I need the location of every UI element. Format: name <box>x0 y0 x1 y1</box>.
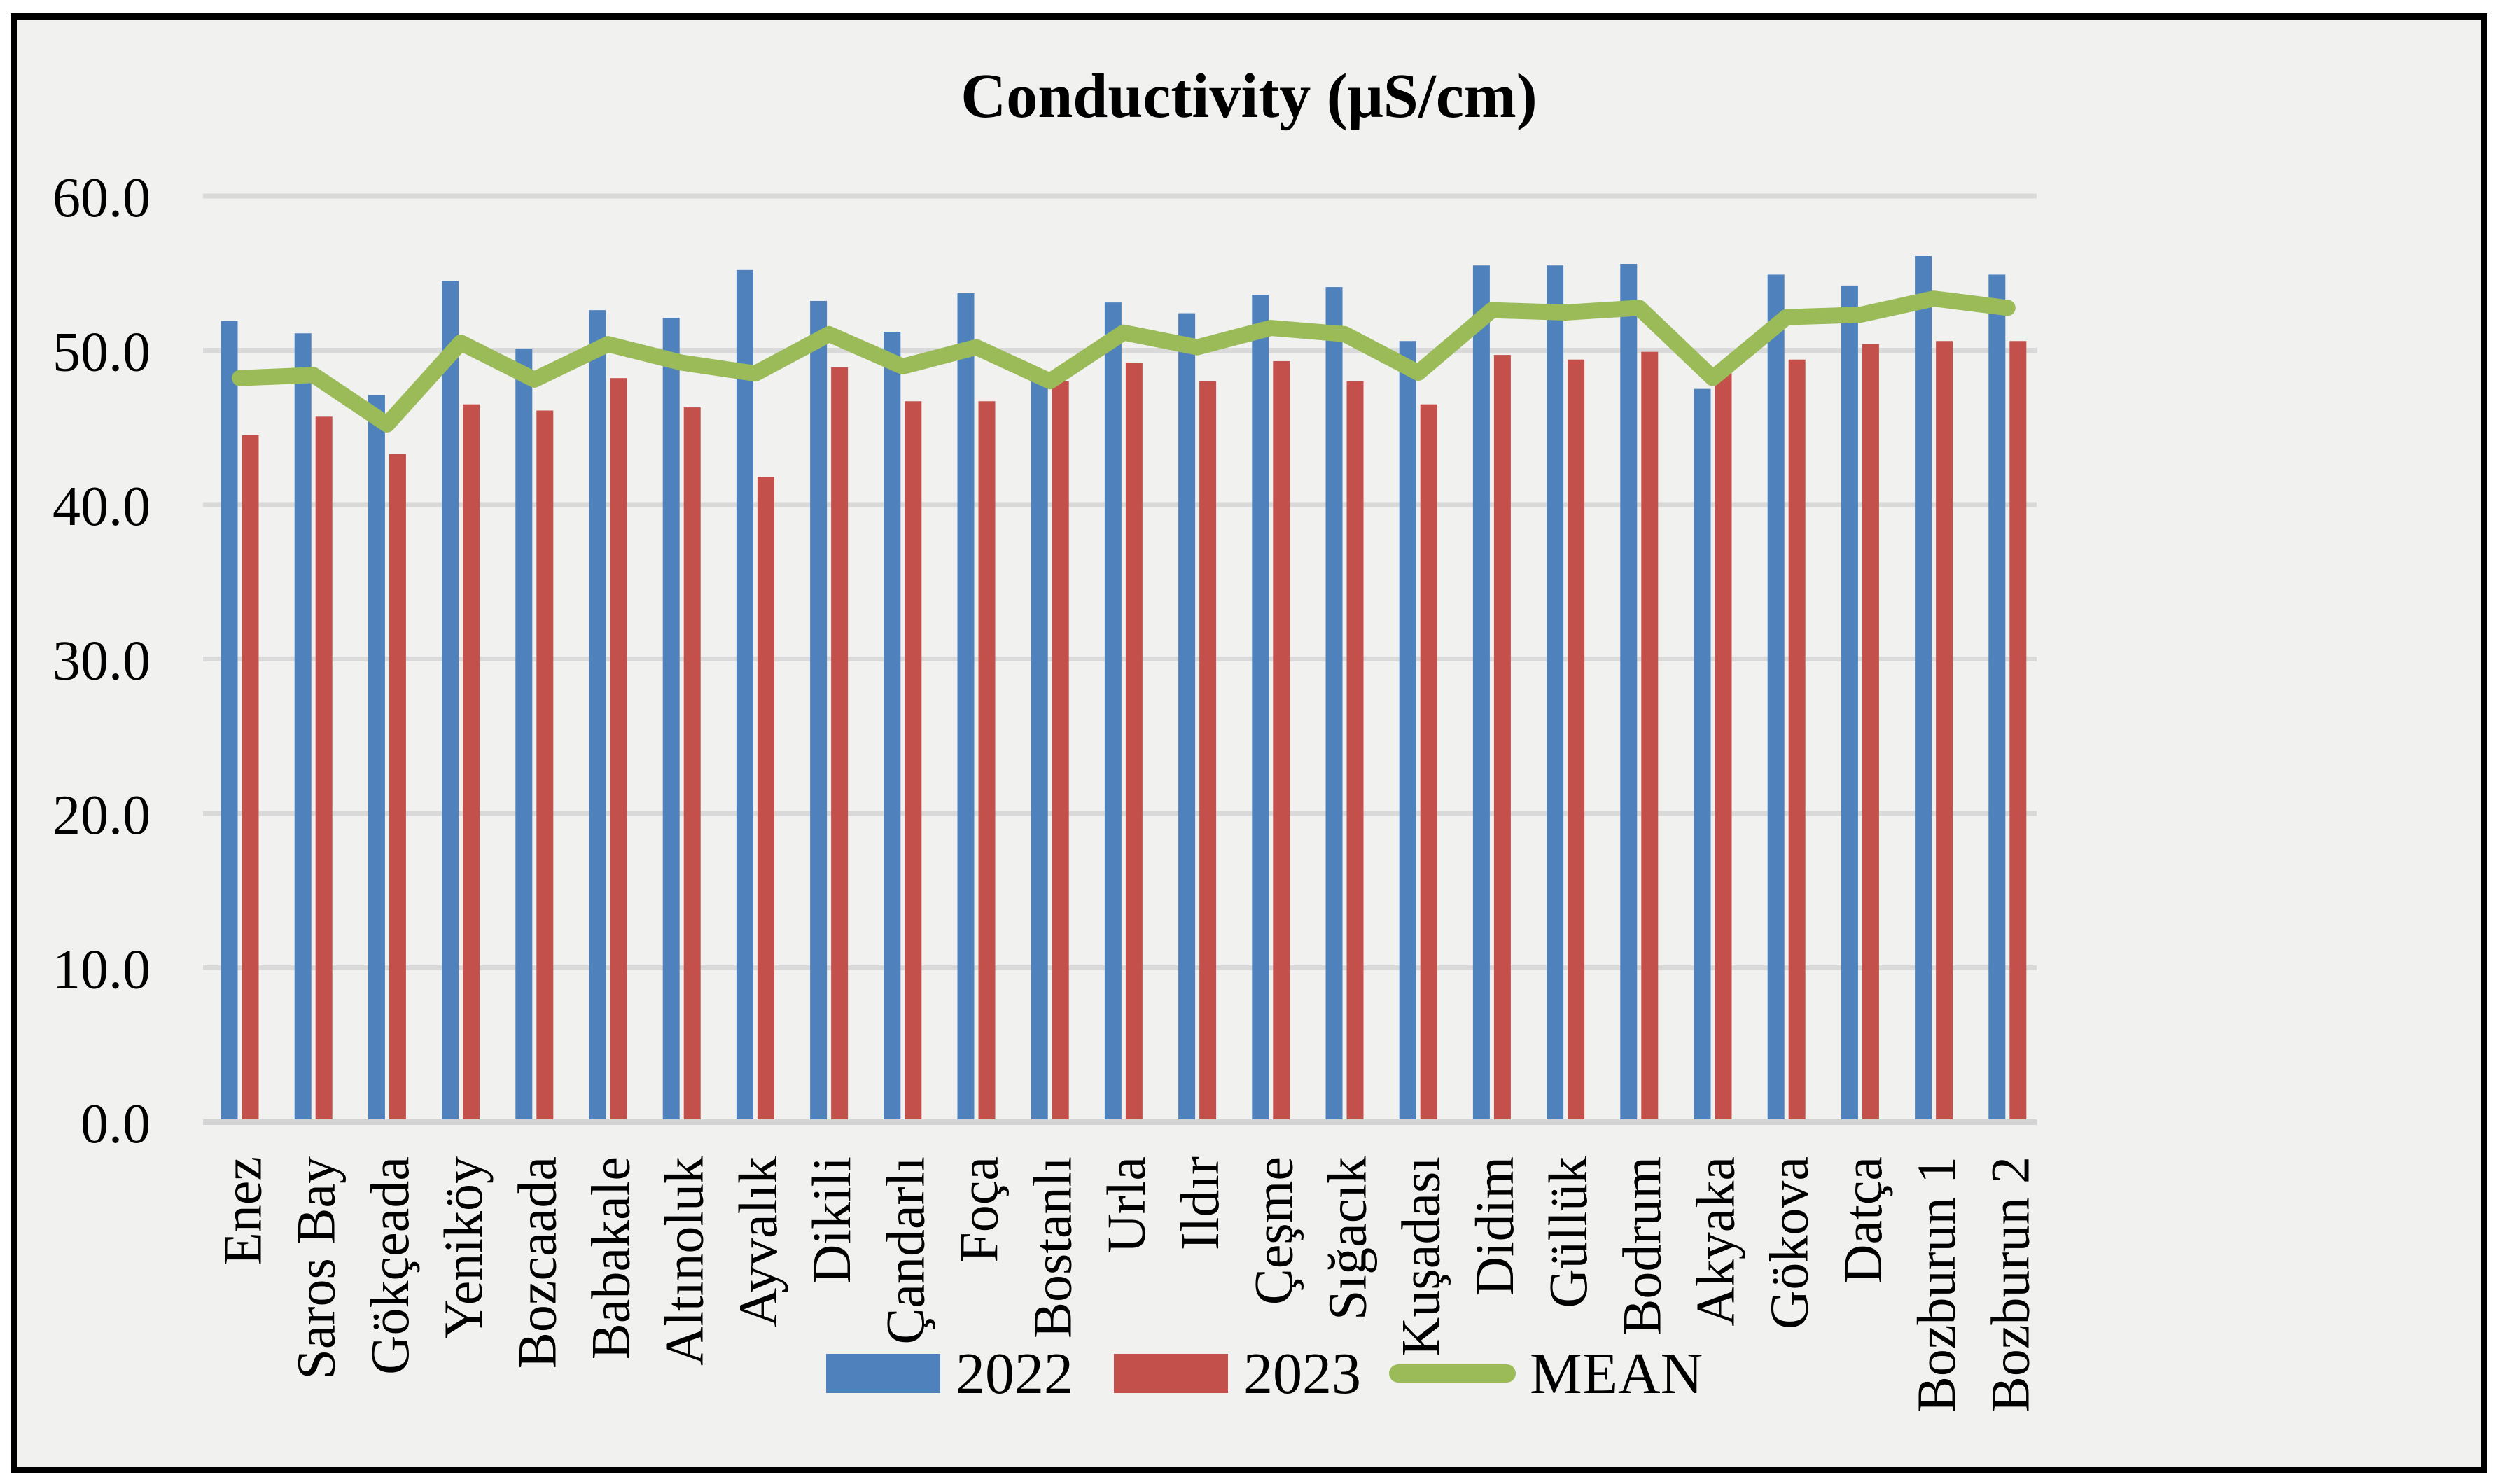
bar-2022 <box>1694 388 1711 1119</box>
x-category-label: Altınoluk <box>654 1156 715 1366</box>
legend-label-2023: 2023 <box>1243 1340 1361 1406</box>
bar-2022 <box>1252 295 1269 1119</box>
x-category-label: Bodrum <box>1611 1156 1672 1336</box>
bar-2023 <box>1715 367 1732 1119</box>
y-tick-label: 30.0 <box>53 631 151 692</box>
bar-2023 <box>1420 404 1437 1119</box>
bar-2022 <box>1399 341 1416 1119</box>
bar-2023 <box>610 378 627 1120</box>
bar-2023 <box>1125 363 1143 1119</box>
bar-2022 <box>884 332 901 1119</box>
bar-2023 <box>463 404 480 1119</box>
bar-2022 <box>1325 287 1343 1120</box>
legend-swatch-2023 <box>1114 1354 1228 1393</box>
bar-2023 <box>2009 341 2027 1119</box>
bar-2023 <box>536 410 554 1119</box>
y-tick-label: 60.0 <box>53 167 151 229</box>
legend-label-mean: MEAN <box>1530 1340 1703 1406</box>
x-category-label: Çeşme <box>1243 1156 1304 1305</box>
x-category-label: Yeniköy <box>433 1156 494 1339</box>
y-tick-label: 0.0 <box>81 1093 151 1155</box>
legend-swatch-mean <box>1389 1364 1516 1382</box>
x-category-label: Foça <box>949 1156 1010 1263</box>
bar-2023 <box>389 454 406 1119</box>
x-category-label: Sığacık <box>1317 1156 1378 1320</box>
bar-2023 <box>1493 355 1511 1119</box>
bar-2022 <box>1104 302 1122 1119</box>
legend-swatch-2022 <box>826 1354 940 1393</box>
chart-title: Conductivity (μS/cm) <box>961 62 1537 131</box>
x-category-label: Akyaka <box>1685 1156 1746 1326</box>
bar-2022 <box>810 300 828 1120</box>
bar-2022 <box>221 321 238 1120</box>
bar-2023 <box>315 416 333 1119</box>
bar-2022 <box>1988 274 2006 1120</box>
bar-2022 <box>1620 264 1638 1119</box>
legend-label-2022: 2022 <box>956 1340 1073 1406</box>
bar-2023 <box>1641 351 1659 1120</box>
x-category-label: Urla <box>1096 1156 1157 1254</box>
y-tick-label: 10.0 <box>53 939 151 1001</box>
legend: 2022 2023 MEAN <box>826 1341 1703 1406</box>
x-category-label: Gökova <box>1759 1156 1820 1329</box>
y-tick-label: 50.0 <box>53 322 151 384</box>
bar-2022 <box>957 293 975 1119</box>
x-category-label: Çandarlı <box>874 1156 935 1345</box>
bar-2022 <box>1915 255 1932 1119</box>
x-category-label: Dikili <box>801 1156 862 1284</box>
y-tick-label: 20.0 <box>53 785 151 846</box>
x-category-label: Babakale <box>580 1156 641 1359</box>
bar-2022 <box>294 333 312 1119</box>
x-category-label: Didim <box>1464 1156 1525 1296</box>
bar-2022 <box>515 349 533 1119</box>
bar-2023 <box>1936 341 1953 1119</box>
bar-2022 <box>1841 285 1858 1119</box>
x-category-label: Bozburun 1 <box>1906 1156 1967 1413</box>
chart-frame <box>11 13 2487 1473</box>
x-category-label: Ildır <box>1169 1156 1230 1250</box>
x-category-label: Bozburun 2 <box>1979 1156 2040 1413</box>
x-category-label: Bozcaada <box>506 1156 567 1368</box>
bar-2023 <box>242 435 259 1119</box>
x-category-label: Ayvalık <box>727 1156 788 1327</box>
bar-2023 <box>757 477 774 1119</box>
bar-2023 <box>1862 344 1879 1120</box>
bar-2023 <box>1052 381 1069 1119</box>
bar-2022 <box>1472 265 1490 1120</box>
x-category-label: Datça <box>1832 1156 1893 1284</box>
bar-2023 <box>831 367 849 1119</box>
bar-2023 <box>1346 381 1364 1119</box>
x-category-label: Gökçeada <box>359 1156 420 1375</box>
bar-2022 <box>589 310 606 1119</box>
y-tick-label: 40.0 <box>53 476 151 538</box>
x-category-label: Bostanlı <box>1022 1156 1083 1338</box>
bar-2023 <box>683 407 701 1119</box>
bar-2023 <box>978 401 996 1119</box>
bar-2023 <box>905 401 922 1119</box>
x-category-label: Enez <box>212 1156 273 1266</box>
bar-2022 <box>368 395 385 1119</box>
mean-line <box>232 290 2016 433</box>
bar-2023 <box>1788 359 1806 1119</box>
x-axis-line <box>203 1119 2037 1125</box>
bar-2022 <box>736 270 753 1120</box>
bar-2023 <box>1568 359 1585 1119</box>
bar-2022 <box>1031 381 1048 1119</box>
bar-2022 <box>1178 313 1196 1120</box>
bar-2023 <box>1199 381 1217 1119</box>
gridline <box>203 193 2037 199</box>
bar-2022 <box>1547 265 1564 1120</box>
x-category-label: Kuşadası <box>1390 1156 1451 1357</box>
bar-2022 <box>442 281 459 1119</box>
x-category-label: Saros Bay <box>286 1156 347 1379</box>
x-category-label: Güllük <box>1537 1156 1598 1308</box>
bar-2022 <box>662 318 680 1119</box>
bar-2022 <box>1767 274 1785 1120</box>
bar-2023 <box>1273 360 1290 1119</box>
